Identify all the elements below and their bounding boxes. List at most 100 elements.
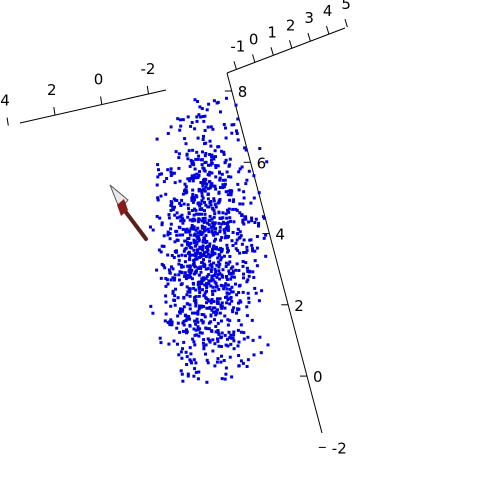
- scatter-point: [227, 207, 231, 211]
- scatter-point: [193, 232, 197, 236]
- scatter-point: [210, 274, 214, 278]
- scatter-point: [230, 375, 234, 379]
- scatter-point: [170, 320, 174, 324]
- scatter-point: [149, 304, 153, 308]
- scatter-point: [179, 307, 182, 311]
- scatter-point: [255, 235, 259, 238]
- scatter-point: [204, 297, 208, 301]
- scatter-point: [197, 154, 201, 158]
- scatter-point: [213, 364, 217, 368]
- scatter-point: [247, 169, 251, 173]
- scatter-point: [202, 344, 206, 348]
- scatter-point: [195, 257, 199, 261]
- scatter-point: [254, 217, 258, 221]
- scatter-point: [197, 285, 201, 289]
- scatter-point: [201, 150, 204, 154]
- scatter-point: [208, 214, 212, 218]
- scatter-point: [203, 216, 207, 220]
- scatter-point: [185, 328, 188, 332]
- scatter-point: [216, 321, 220, 325]
- scatter-point: [196, 312, 200, 316]
- scatter-point: [196, 100, 199, 103]
- scatter-point: [231, 244, 235, 247]
- scatter-point: [258, 335, 262, 339]
- scatter-point: [234, 282, 237, 286]
- scatter-point: [169, 318, 173, 322]
- scatter-point: [218, 262, 222, 266]
- scatter-point: [170, 203, 173, 207]
- scatter-point: [218, 277, 221, 281]
- scatter-point: [196, 325, 200, 329]
- scatter-point: [228, 216, 232, 220]
- scatter-point: [201, 341, 205, 345]
- vertical-axis-tick-label: 2: [294, 297, 304, 315]
- scatter-point: [223, 161, 227, 165]
- scatter-point: [226, 262, 230, 266]
- scatter-point: [185, 190, 189, 194]
- points-layer: [149, 96, 270, 384]
- scatter-point: [227, 189, 231, 193]
- scatter-point: [197, 201, 201, 205]
- scatter-point: [192, 358, 196, 362]
- camera-arrow-widget[interactable]: [109, 184, 148, 241]
- scatter-point: [182, 305, 186, 309]
- scatter-point: [174, 198, 177, 202]
- scatter-point: [196, 136, 200, 140]
- scatter-point: [209, 125, 213, 129]
- scatter-point: [188, 233, 192, 237]
- scatter-point: [220, 377, 224, 381]
- vertical-axis-tick-label: 8: [238, 83, 248, 101]
- scatter-point: [220, 319, 223, 323]
- scatter-point: [229, 277, 233, 281]
- scatter-point: [212, 199, 216, 203]
- scatter-point: [238, 211, 242, 215]
- scatter-point: [201, 115, 205, 118]
- scatter-point: [188, 303, 192, 307]
- top-axis-tick-label: 1: [267, 23, 277, 41]
- scatter-point: [203, 200, 206, 204]
- scatter-point: [231, 207, 235, 211]
- scatter-point: [242, 190, 246, 194]
- scatter-point: [223, 314, 227, 318]
- scatter-point: [213, 274, 216, 278]
- scatter-point: [180, 243, 184, 247]
- scatter-point: [186, 374, 190, 378]
- scatter-point: [157, 168, 160, 172]
- scatter-point: [226, 250, 229, 254]
- scatter-point: [234, 268, 238, 272]
- scatter-point: [156, 163, 160, 167]
- scatter-point: [206, 221, 209, 225]
- scatter-point: [184, 254, 187, 258]
- scatter-point: [201, 184, 205, 188]
- scatter-point: [219, 238, 223, 242]
- scatter-point: [216, 201, 220, 205]
- left-axis-tick-label: -2: [141, 60, 156, 78]
- scatter-point: [211, 293, 215, 296]
- scatter-point: [205, 306, 209, 310]
- scatter-point: [219, 186, 222, 189]
- scatter-point: [225, 170, 229, 174]
- scatter-point: [250, 219, 254, 223]
- scatter-point: [170, 201, 174, 205]
- scatter-point: [202, 293, 206, 297]
- scatter-point: [159, 194, 163, 198]
- scatter-point: [194, 208, 198, 212]
- scatter-point: [199, 202, 203, 206]
- scatter-point: [232, 330, 236, 334]
- scatter-point: [226, 228, 230, 232]
- scatter-point: [216, 337, 219, 341]
- scatter-point: [228, 255, 232, 258]
- scatter-point: [196, 220, 200, 224]
- scatter-point: [217, 260, 221, 264]
- scatter-point: [208, 253, 212, 257]
- scatter-point: [222, 287, 226, 291]
- scatter-point: [173, 181, 177, 185]
- scatter-point: [217, 199, 221, 203]
- scatter-point: [226, 225, 230, 229]
- scatter-point: [182, 219, 186, 223]
- scatter-point: [207, 102, 211, 106]
- scatter-point: [188, 246, 192, 249]
- scatter-point: [181, 308, 185, 311]
